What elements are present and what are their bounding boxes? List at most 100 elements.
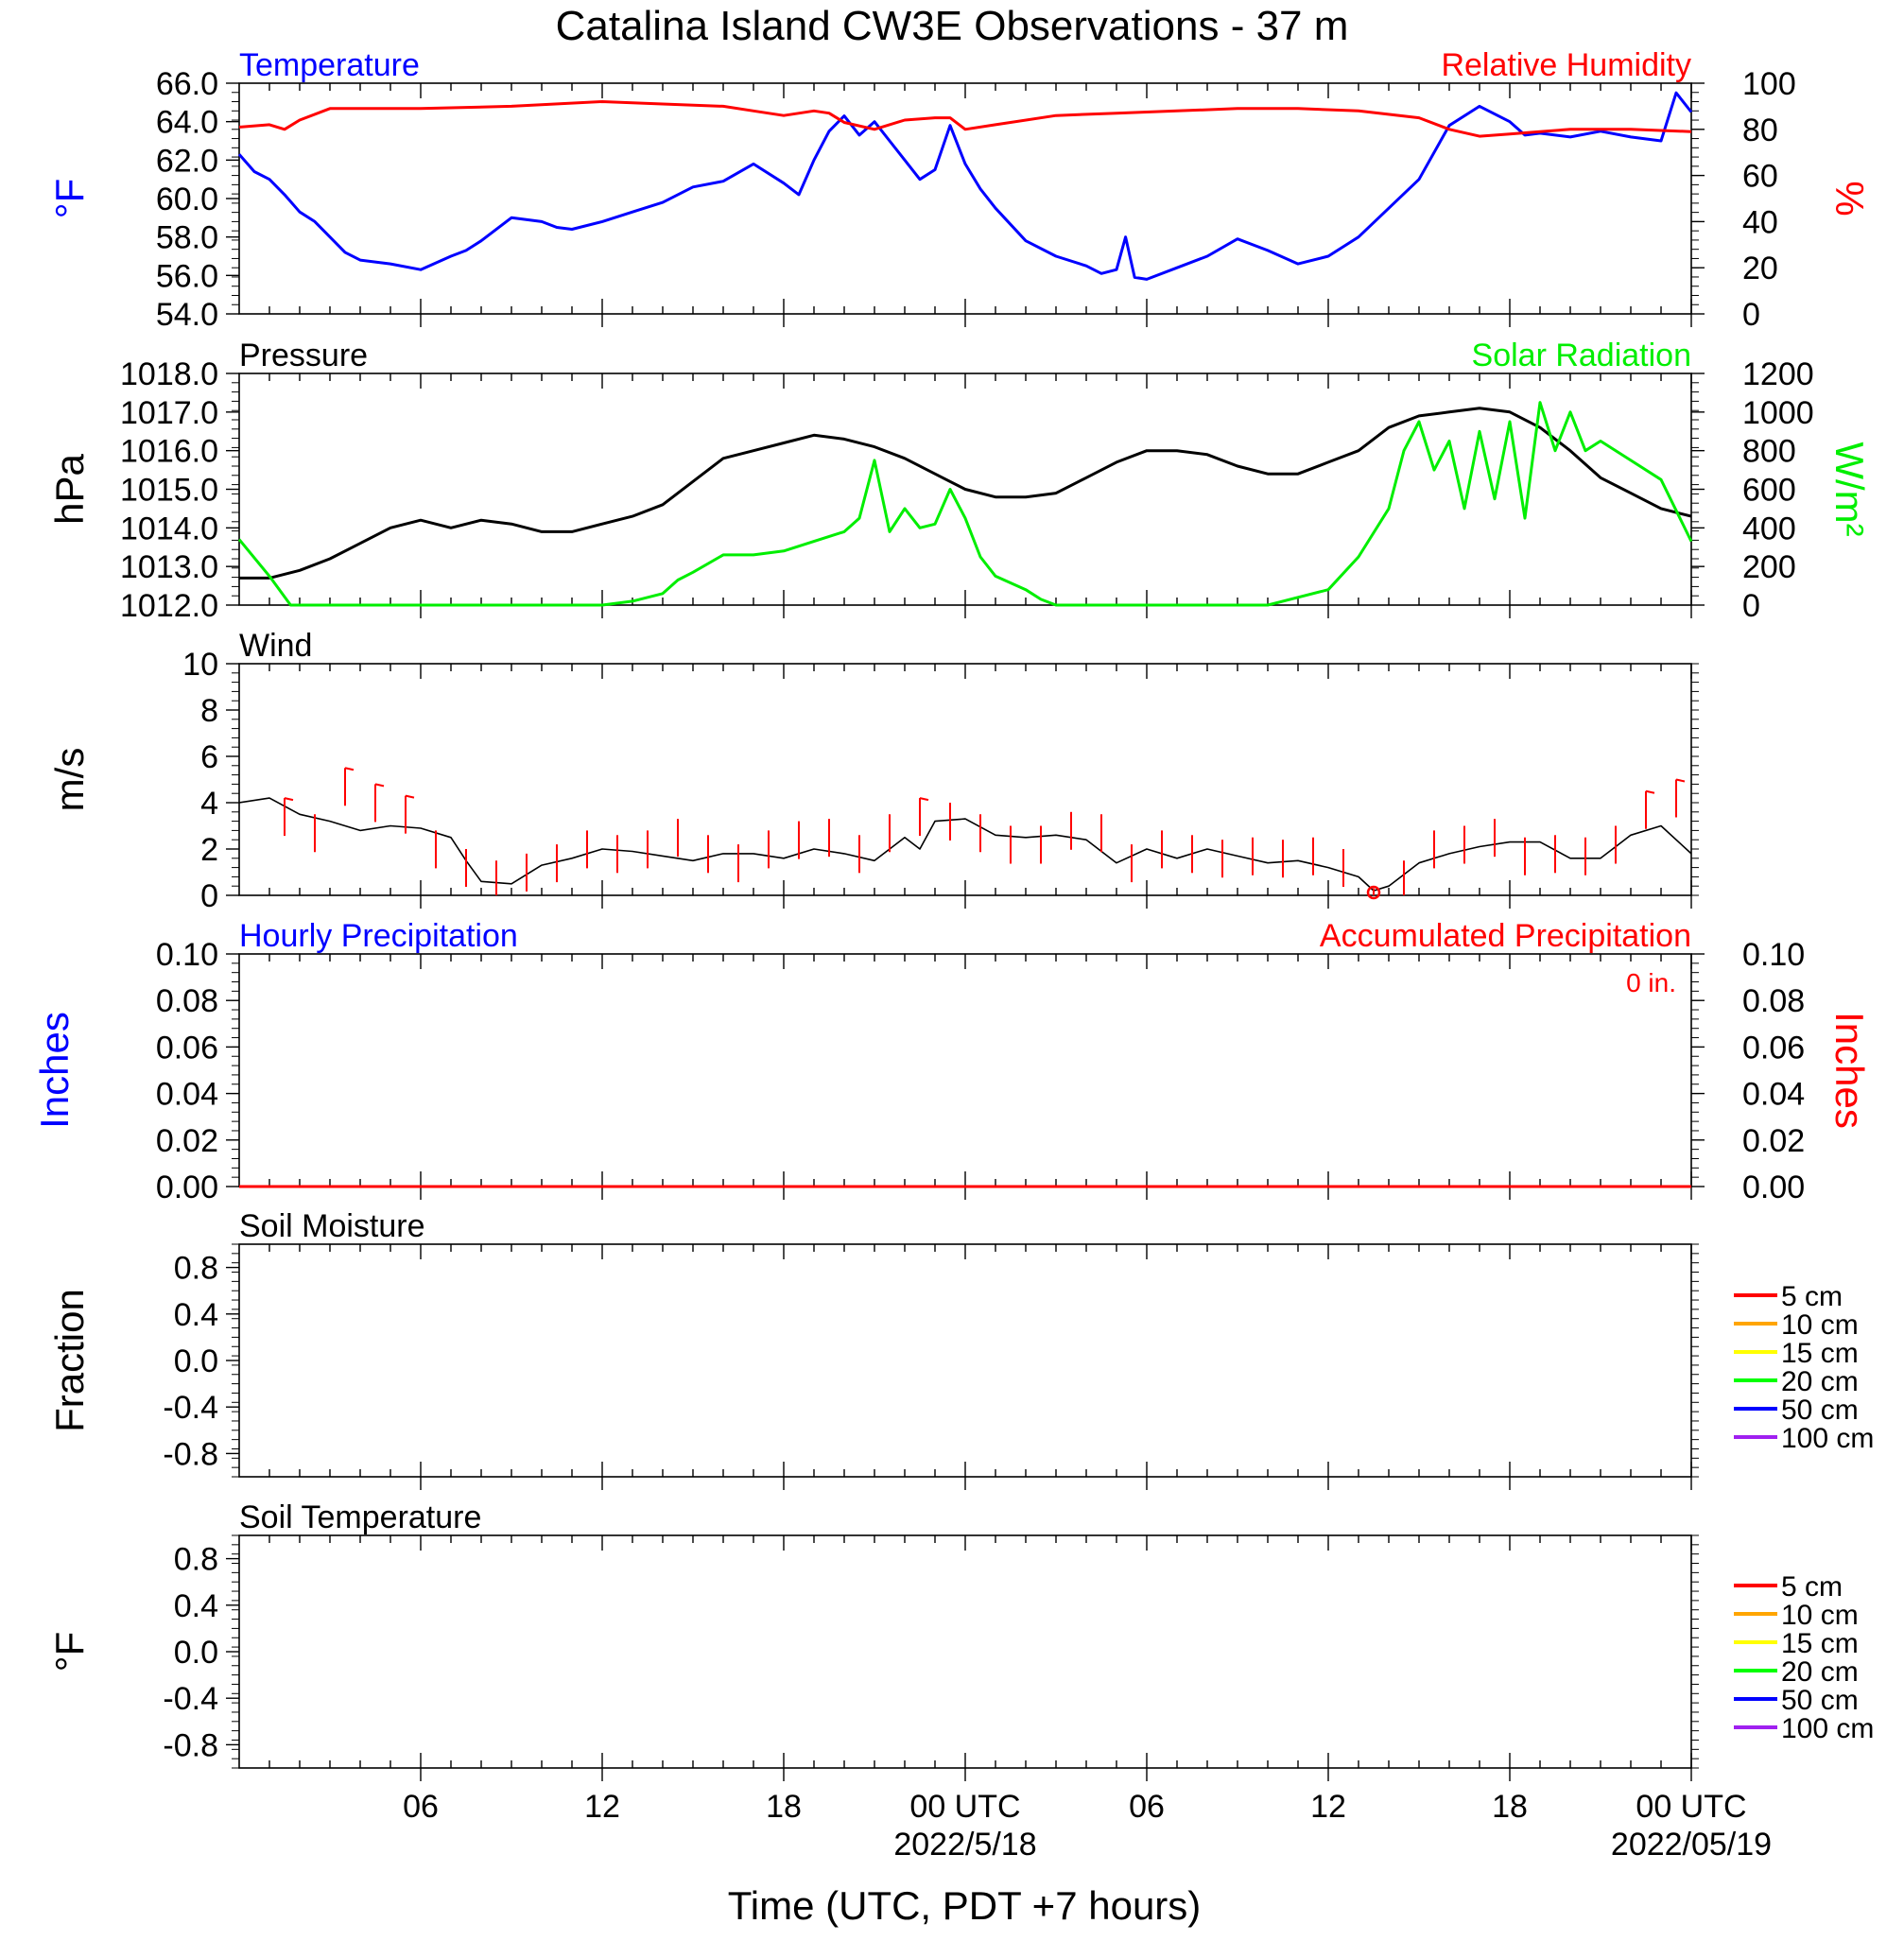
wind-barb-flag	[1675, 778, 1686, 783]
panel-frame	[238, 82, 1692, 315]
calm-marker	[1366, 885, 1381, 900]
y-axis-label-left: hPa	[47, 453, 92, 524]
y-axis-label-right: Inches	[1827, 1012, 1872, 1129]
series-line	[237, 401, 1693, 607]
y-right-tick-label: 0.06	[1742, 1030, 1805, 1066]
x-tick-label: 12	[1310, 1789, 1346, 1825]
panel-frame	[238, 953, 1692, 1187]
legend-label: 100 cm	[1781, 1713, 1874, 1744]
y-tick-label: 62.0	[156, 143, 218, 179]
y-tick-label: 1014.0	[120, 511, 218, 546]
y-axis-label-left: °F	[47, 179, 92, 218]
x-tick-label: 00 UTC	[1636, 1789, 1746, 1825]
y-right-tick-label: 0	[1742, 297, 1760, 333]
legend-label: 5 cm	[1781, 1571, 1843, 1603]
y-tick-label: 60.0	[156, 182, 218, 217]
wind-barb-flag	[284, 797, 294, 802]
y-tick-label: -0.8	[163, 1436, 218, 1472]
x-axis-title: Time (UTC, PDT +7 hours)	[728, 1883, 1202, 1928]
panel-title-right: Relative Humidity	[1441, 47, 1691, 83]
y-tick-label: 0.04	[156, 1077, 218, 1113]
chart-title: Catalina Island CW3E Observations - 37 m	[556, 3, 1349, 49]
panel-4: 0.00 0.02 0.04 0.06 0.08 0.10 0.00 0.02 0.04 0.06…	[32, 918, 1872, 1205]
y-tick-label: 4	[200, 786, 218, 822]
legend-label: 10 cm	[1781, 1600, 1859, 1631]
x-tick-label: 00 UTC	[909, 1789, 1020, 1825]
series-line	[237, 91, 1693, 281]
y-tick-label: 0.4	[174, 1588, 218, 1624]
y-right-tick-label: 40	[1742, 204, 1778, 240]
panel-frame	[238, 1243, 1692, 1478]
legend-label: 50 cm	[1781, 1685, 1859, 1716]
legend-label: 50 cm	[1781, 1395, 1859, 1426]
y-tick-label: 8	[200, 693, 218, 729]
panel-title-left: Wind	[239, 628, 312, 664]
wind-barb-flag	[919, 797, 929, 802]
y-tick-label: 0.4	[174, 1297, 218, 1333]
x-tick-label: 12	[584, 1789, 620, 1825]
y-tick-label: 10	[182, 647, 218, 683]
legend-label: 100 cm	[1781, 1423, 1874, 1454]
y-tick-label: 54.0	[156, 297, 218, 333]
y-right-tick-label: 80	[1742, 113, 1778, 148]
x-tick-label: 06	[1129, 1789, 1165, 1825]
y-tick-label: 0.8	[174, 1251, 218, 1287]
y-tick-label: 0.8	[174, 1542, 218, 1578]
panel-2: 1012.01013.01014.01015.01016.01017.01018…	[47, 338, 1872, 624]
panel-title-right: Solar Radiation	[1472, 338, 1691, 373]
wind-barb-flag	[405, 794, 415, 799]
y-tick-label: 2	[200, 832, 218, 868]
panel-title-left: Soil Moisture	[239, 1208, 425, 1244]
y-tick-label: -0.4	[163, 1390, 218, 1426]
y-right-tick-label: 200	[1742, 549, 1796, 585]
legend-label: 15 cm	[1781, 1338, 1859, 1369]
y-tick-label: 0.10	[156, 937, 218, 973]
panel-title-left: Pressure	[239, 338, 368, 373]
series-line	[238, 100, 1692, 138]
y-tick-label: 56.0	[156, 258, 218, 294]
y-right-tick-label: 0.02	[1742, 1123, 1805, 1159]
wind-barb-flag	[1645, 789, 1655, 794]
y-tick-label: 6	[200, 739, 218, 775]
wind-barb-flag	[374, 783, 385, 788]
y-tick-label: -0.8	[163, 1727, 218, 1763]
y-right-tick-label: 20	[1742, 251, 1778, 286]
y-right-tick-label: 100	[1742, 66, 1796, 102]
y-tick-label: 0.06	[156, 1030, 218, 1066]
x-date-label: 2022/5/18	[893, 1827, 1036, 1863]
y-right-tick-label: 800	[1742, 434, 1796, 470]
y-tick-label: 0	[200, 878, 218, 914]
y-tick-label: 0.0	[174, 1635, 218, 1671]
legend-label: 15 cm	[1781, 1628, 1859, 1659]
panel-title-left: Temperature	[239, 47, 420, 83]
y-axis-label-left: Fraction	[47, 1289, 92, 1432]
series-line	[239, 407, 1692, 580]
y-tick-label: 58.0	[156, 220, 218, 256]
x-tick-label: 06	[403, 1789, 439, 1825]
y-tick-label: 1012.0	[120, 588, 218, 624]
panel-title-left: Hourly Precipitation	[239, 918, 518, 954]
y-axis-label-left: Inches	[32, 1012, 77, 1129]
y-axis-label-left: °F	[47, 1632, 92, 1672]
legend-label: 20 cm	[1781, 1366, 1859, 1397]
panel-3: 0 2 4 6 8 10 Wind m/s	[47, 628, 1699, 914]
y-right-tick-label: 1000	[1742, 395, 1814, 431]
y-axis-label-left: m/s	[47, 748, 92, 812]
y-tick-label: 0.00	[156, 1170, 218, 1205]
y-right-tick-label: 60	[1742, 159, 1778, 195]
y-tick-label: 0.08	[156, 983, 218, 1019]
panel-frame	[238, 1534, 1692, 1769]
panel-5: -0.8 -0.4 0.0 0.4 0.8 Soil Moisture Fraction 5 …	[47, 1208, 1874, 1490]
y-tick-label: 1018.0	[120, 356, 218, 392]
x-tick-label: 18	[1492, 1789, 1528, 1825]
legend-label: 10 cm	[1781, 1309, 1859, 1341]
y-tick-label: 66.0	[156, 66, 218, 102]
y-right-tick-label: 0.10	[1742, 937, 1805, 973]
y-right-tick-label: 400	[1742, 511, 1796, 546]
y-right-tick-label: 0	[1742, 588, 1760, 624]
panel-1: 54.056.058.060.062.064.066.0 0 20 40 60 80 100…	[47, 47, 1872, 333]
y-tick-label: 1013.0	[120, 549, 218, 585]
x-tick-label: 18	[766, 1789, 802, 1825]
